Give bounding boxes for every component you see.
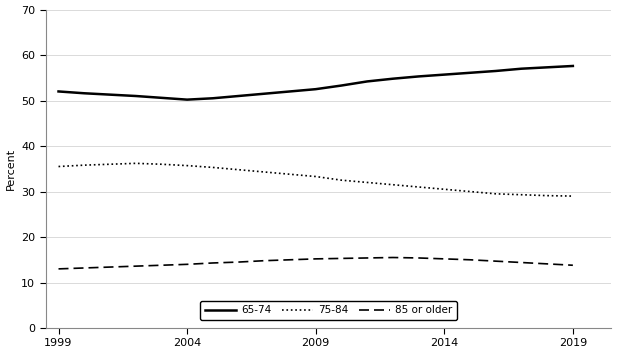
75-84 xyxy=(260,170,268,174)
65-74 xyxy=(260,92,268,96)
65-74 xyxy=(389,76,397,81)
Line: 75-84: 75-84 xyxy=(59,163,573,196)
85 or older xyxy=(415,256,422,260)
75-84 xyxy=(235,167,242,172)
85 or older xyxy=(363,256,371,260)
75-84 xyxy=(466,189,474,194)
85 or older xyxy=(158,263,165,267)
65-74 xyxy=(337,84,345,88)
85 or older xyxy=(260,258,268,263)
75-84 xyxy=(132,161,139,165)
85 or older xyxy=(106,265,114,269)
Legend: 65-74, 75-84, 85 or older: 65-74, 75-84, 85 or older xyxy=(201,301,457,320)
65-74 xyxy=(415,74,422,79)
85 or older xyxy=(183,262,191,267)
Y-axis label: Percent: Percent xyxy=(6,148,15,190)
75-84 xyxy=(389,183,397,187)
75-84 xyxy=(183,164,191,168)
65-74 xyxy=(312,87,320,91)
Line: 65-74: 65-74 xyxy=(59,66,573,99)
65-74 xyxy=(363,79,371,84)
75-84 xyxy=(209,165,217,170)
85 or older xyxy=(492,259,499,263)
75-84 xyxy=(81,163,88,167)
65-74 xyxy=(158,96,165,100)
85 or older xyxy=(569,263,576,267)
65-74 xyxy=(569,64,576,68)
65-74 xyxy=(492,69,499,73)
85 or older xyxy=(389,255,397,259)
65-74 xyxy=(518,67,525,71)
65-74 xyxy=(209,96,217,101)
85 or older xyxy=(286,258,294,262)
85 or older xyxy=(132,264,139,268)
85 or older xyxy=(518,261,525,265)
75-84 xyxy=(286,172,294,176)
75-84 xyxy=(441,187,448,192)
65-74 xyxy=(286,89,294,93)
75-84 xyxy=(492,192,499,196)
75-84 xyxy=(312,175,320,179)
85 or older xyxy=(55,267,62,271)
75-84 xyxy=(569,194,576,198)
85 or older xyxy=(441,257,448,261)
85 or older xyxy=(337,256,345,261)
75-84 xyxy=(518,193,525,197)
85 or older xyxy=(466,258,474,262)
Line: 85 or older: 85 or older xyxy=(59,257,573,269)
85 or older xyxy=(312,257,320,261)
65-74 xyxy=(106,92,114,97)
75-84 xyxy=(158,162,165,166)
65-74 xyxy=(441,73,448,77)
85 or older xyxy=(544,262,551,266)
65-74 xyxy=(466,71,474,75)
85 or older xyxy=(235,260,242,264)
65-74 xyxy=(81,91,88,95)
85 or older xyxy=(209,261,217,265)
75-84 xyxy=(106,162,114,166)
75-84 xyxy=(544,194,551,198)
75-84 xyxy=(55,164,62,169)
75-84 xyxy=(363,180,371,184)
65-74 xyxy=(132,94,139,98)
65-74 xyxy=(235,94,242,98)
65-74 xyxy=(55,89,62,93)
85 or older xyxy=(81,266,88,270)
65-74 xyxy=(183,97,191,102)
75-84 xyxy=(415,185,422,189)
65-74 xyxy=(544,65,551,69)
75-84 xyxy=(337,178,345,182)
